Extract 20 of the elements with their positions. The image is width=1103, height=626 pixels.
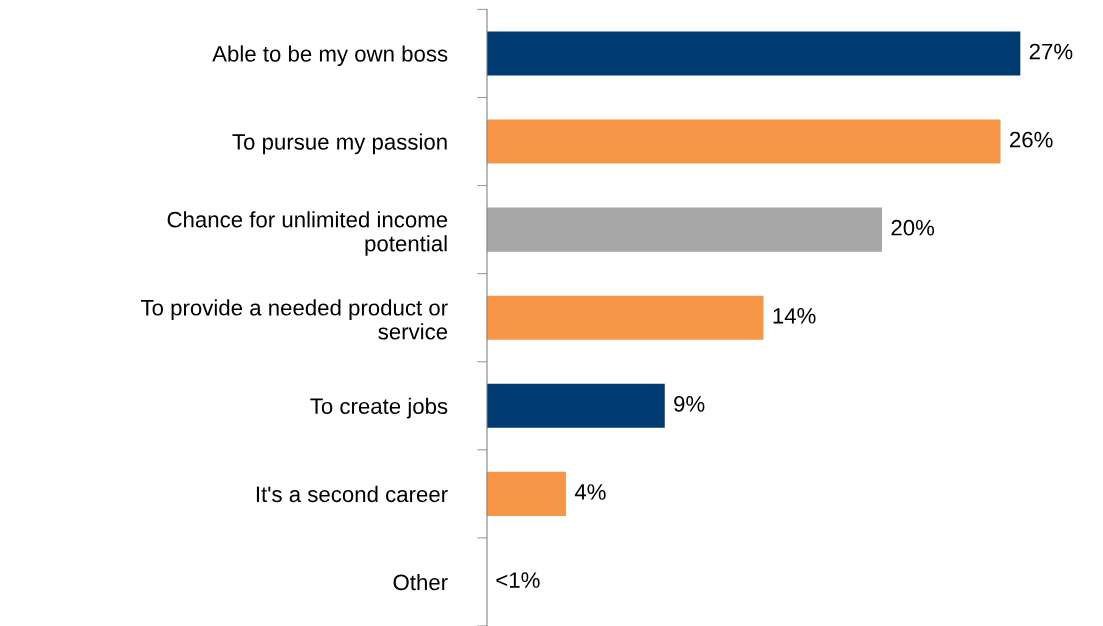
bar [486, 119, 1001, 164]
bar [486, 295, 764, 340]
data-label: 26% [1010, 131, 1053, 148]
y-tick-label: Chance for unlimited income potential [167, 211, 448, 256]
y-tick-label: To create jobs [310, 397, 448, 419]
bar [486, 471, 566, 516]
data-label: 27% [1029, 43, 1073, 60]
bar [486, 383, 665, 428]
data-label: 14% [773, 308, 816, 324]
y-tick-label: It's a second career [256, 485, 448, 503]
data-label: <1% [496, 572, 540, 588]
y-tick-label: To provide a needed product or service [141, 299, 448, 340]
data-label: 20% [891, 219, 935, 236]
data-label: 9% [674, 396, 705, 412]
y-tick-label: To pursue my passion [232, 133, 447, 155]
data-label: 4% [574, 484, 606, 500]
y-tick-label: Other [393, 573, 448, 591]
bar [486, 31, 1021, 76]
bar [486, 207, 883, 252]
y-tick-label: Able to be my own boss [212, 45, 448, 67]
